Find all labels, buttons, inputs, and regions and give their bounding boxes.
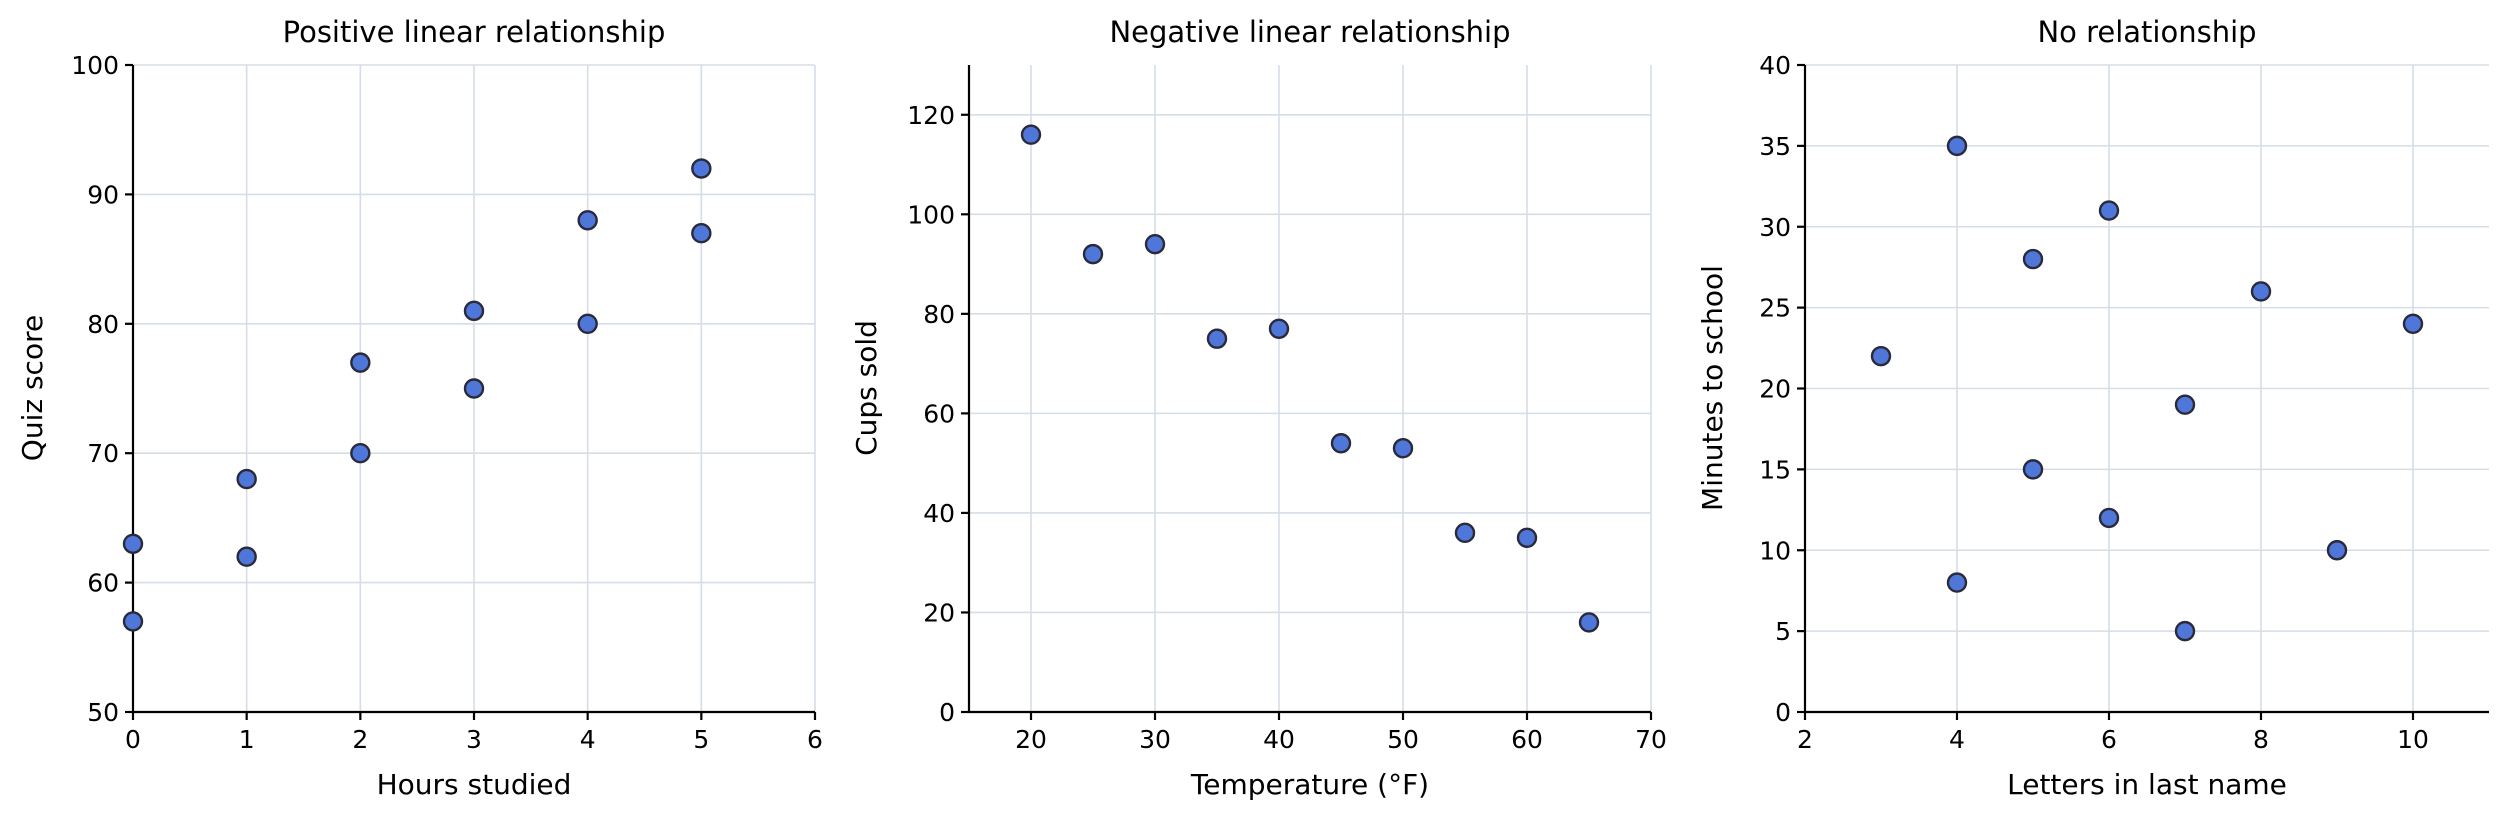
data-point	[1578, 612, 1600, 633]
y-axis-label: Minutes to school	[1696, 265, 1729, 511]
x-tick-label: 10	[2397, 725, 2429, 754]
x-axis-label: Letters in last name	[2007, 768, 2287, 801]
chart-no-relationship: No relationship Letters in last name Min…	[1696, 15, 2489, 801]
y-tick-label: 120	[907, 101, 955, 130]
data-point	[2174, 394, 2196, 415]
data-point	[1516, 527, 1538, 549]
data-point	[577, 313, 598, 334]
x-tick-label: 1	[239, 725, 255, 754]
data-point	[350, 443, 371, 464]
data-point	[236, 546, 257, 567]
x-tick-label: 30	[1139, 725, 1171, 754]
chart-title: Positive linear relationship	[283, 15, 666, 49]
data-point	[2098, 507, 2120, 529]
data-point	[1020, 124, 1042, 145]
gridlines	[1804, 64, 2489, 713]
y-tick-label: 5	[1775, 617, 1791, 646]
x-tick-label: 0	[125, 725, 141, 754]
data-point	[1454, 522, 1476, 544]
chart-title: Negative linear relationship	[1109, 15, 1510, 49]
y-tick-label: 70	[87, 439, 119, 468]
y-tick-label: 80	[87, 310, 119, 339]
data-point	[122, 533, 144, 554]
x-tick-label: 2	[1797, 725, 1813, 754]
chart-title: No relationship	[2037, 15, 2256, 49]
data-point	[1392, 438, 1414, 459]
data-point	[691, 223, 712, 244]
data-point	[122, 611, 144, 632]
y-tick-label: 15	[1759, 455, 1791, 484]
y-tick-label: 100	[907, 200, 955, 229]
x-tick-label: 4	[1949, 725, 1965, 754]
gridlines	[969, 65, 1652, 713]
x-tick-label: 60	[1511, 725, 1543, 754]
data-point	[2402, 313, 2424, 334]
x-tick-label: 40	[1263, 725, 1295, 754]
data-point	[463, 300, 485, 322]
y-tick-label: 100	[71, 51, 119, 80]
x-tick-label: 5	[693, 725, 709, 754]
y-tick-label: 10	[1759, 536, 1791, 565]
data-point	[236, 468, 257, 490]
y-tick-label: 20	[1759, 375, 1791, 404]
y-tick-label: 60	[923, 399, 955, 428]
chart-negative-linear: Negative linear relationship Temperature…	[850, 15, 1667, 801]
x-axis-label: Hours studied	[377, 768, 572, 801]
data-point	[2098, 200, 2120, 221]
data-point	[2174, 620, 2196, 642]
data-point	[1330, 433, 1352, 454]
data-point	[463, 378, 485, 399]
y-axis-label: Quiz score	[16, 315, 49, 461]
x-tick-label: 50	[1387, 725, 1419, 754]
x-tick-label: 4	[580, 725, 596, 754]
x-tick-label: 3	[466, 725, 482, 754]
data-point	[577, 210, 598, 231]
data-point	[2022, 459, 2044, 480]
y-tick-label: 0	[939, 698, 955, 727]
y-tick-label: 40	[923, 499, 955, 528]
data-point	[1946, 572, 1968, 593]
y-tick-label: 0	[1775, 698, 1791, 727]
data-point	[2326, 540, 2348, 561]
data-point	[691, 158, 712, 179]
x-axis-label: Temperature (°F)	[1190, 768, 1429, 801]
chart-positive-linear: Positive linear relationship Hours studi…	[16, 15, 823, 801]
y-tick-label: 30	[1759, 213, 1791, 242]
data-point	[1082, 243, 1104, 265]
y-axis-label: Cups sold	[850, 320, 883, 456]
x-tick-label: 70	[1635, 725, 1667, 754]
x-tick-label: 6	[2101, 725, 2117, 754]
data-point	[350, 352, 371, 373]
data-point	[2250, 281, 2272, 302]
x-tick-label: 8	[2253, 725, 2269, 754]
data-point	[1206, 328, 1228, 349]
data-point	[1144, 233, 1166, 255]
y-tick-label: 50	[87, 698, 119, 727]
x-tick-label: 6	[807, 725, 823, 754]
data-point	[1268, 318, 1290, 339]
y-tick-label: 90	[87, 180, 119, 209]
y-tick-label: 20	[923, 598, 955, 627]
y-tick-label: 60	[87, 569, 119, 598]
x-tick-label: 2	[352, 725, 368, 754]
y-tick-label: 25	[1759, 294, 1791, 323]
y-tick-label: 35	[1759, 132, 1791, 161]
data-point	[1946, 135, 1968, 157]
data-point	[1870, 345, 1892, 367]
data-point	[2022, 248, 2044, 270]
y-tick-label: 40	[1759, 51, 1791, 80]
y-tick-label: 80	[923, 300, 955, 329]
x-tick-label: 20	[1015, 725, 1047, 754]
